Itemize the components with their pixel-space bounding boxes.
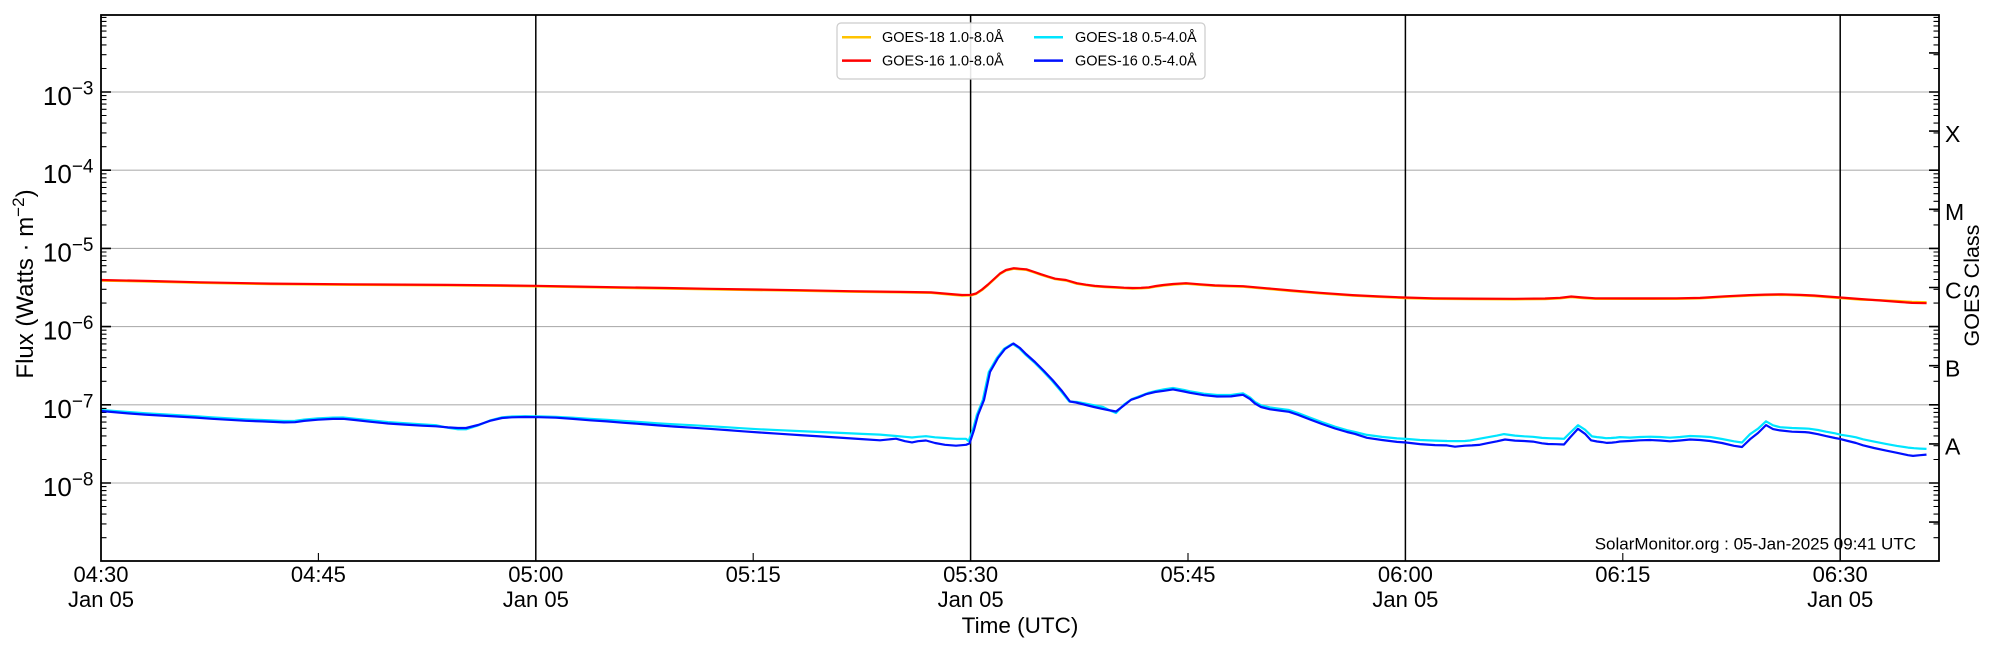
svg-text:GOES-18 1.0-8.0Å: GOES-18 1.0-8.0Å: [882, 29, 1004, 46]
svg-text:C: C: [1945, 277, 1962, 303]
svg-text:GOES-16 0.5-4.0Å: GOES-16 0.5-4.0Å: [1075, 52, 1197, 69]
svg-text:05:45: 05:45: [1160, 562, 1215, 587]
svg-text:05:00: 05:00: [508, 562, 563, 587]
svg-text:A: A: [1945, 434, 1961, 460]
svg-text:04:30: 04:30: [73, 562, 128, 587]
svg-text:10−3: 10−3: [43, 79, 94, 112]
svg-text:GOES-18 0.5-4.0Å: GOES-18 0.5-4.0Å: [1075, 29, 1197, 46]
svg-text:SolarMonitor.org : 05-Jan-2025: SolarMonitor.org : 05-Jan-2025 09:41 UTC: [1595, 535, 1916, 554]
svg-text:10−8: 10−8: [43, 470, 94, 503]
svg-text:Jan 05: Jan 05: [503, 587, 569, 612]
svg-text:X: X: [1945, 121, 1960, 147]
svg-text:Flux (Watts · m−2): Flux (Watts · m−2): [9, 189, 39, 378]
svg-text:GOES-16 1.0-8.0Å: GOES-16 1.0-8.0Å: [882, 52, 1004, 69]
svg-text:06:00: 06:00: [1378, 562, 1433, 587]
svg-text:Time (UTC): Time (UTC): [962, 613, 1079, 638]
svg-text:06:15: 06:15: [1595, 562, 1650, 587]
svg-text:B: B: [1945, 356, 1960, 382]
svg-text:05:30: 05:30: [943, 562, 998, 587]
svg-text:10−7: 10−7: [43, 391, 94, 424]
svg-text:04:45: 04:45: [291, 562, 346, 587]
svg-text:Jan 05: Jan 05: [68, 587, 134, 612]
svg-text:05:15: 05:15: [726, 562, 781, 587]
svg-text:GOES Class: GOES Class: [1960, 225, 1984, 347]
svg-text:Jan 05: Jan 05: [1807, 587, 1873, 612]
svg-text:06:30: 06:30: [1813, 562, 1868, 587]
svg-text:Jan 05: Jan 05: [1372, 587, 1438, 612]
svg-text:Jan 05: Jan 05: [938, 587, 1004, 612]
svg-text:M: M: [1945, 199, 1964, 225]
